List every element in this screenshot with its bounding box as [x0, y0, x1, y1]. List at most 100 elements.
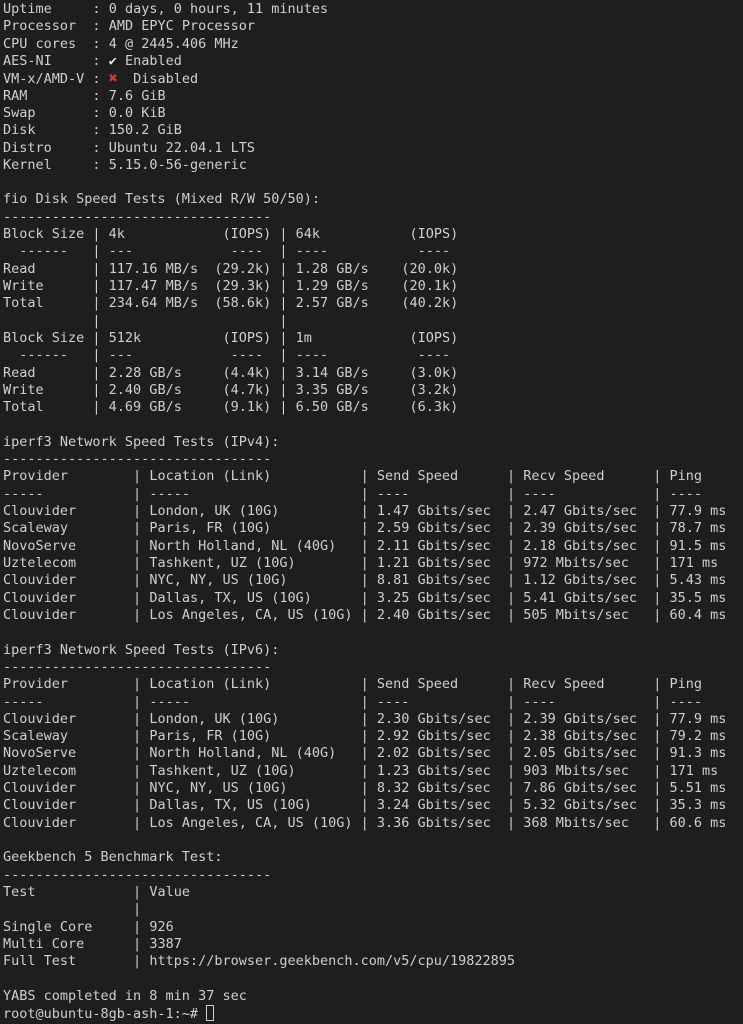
- cell: NYC, NY, US (10G): [149, 572, 288, 589]
- cell: Clouvider: [3, 814, 77, 831]
- iops-value: (40.2k): [401, 295, 459, 312]
- cell: 5.32 Gbits/sec: [523, 797, 638, 814]
- cell: Los Angeles, CA, US (10G): [149, 606, 353, 623]
- cell: Dallas, TX, US (10G): [149, 589, 312, 606]
- cell: 2.38 Gbits/sec: [523, 728, 638, 745]
- table-row: Full Test | https://browser.geekbench.co…: [3, 953, 516, 970]
- terminal-line: YABS completed in 8 min 37 sec: [3, 988, 743, 1005]
- iops-value: (6.3k): [409, 399, 459, 416]
- cell: 2.11 Gbits/sec: [376, 537, 491, 554]
- dash: ------: [3, 243, 69, 260]
- cell: 7.86 Gbits/sec: [523, 780, 637, 797]
- cell: Clouvider: [3, 589, 77, 606]
- table-row: Clouvider | Los Angeles, CA, US (10G) | …: [3, 814, 727, 831]
- speed-value: 2.40 GB/s: [108, 381, 182, 398]
- speed-value: 234.64 MB/s: [108, 295, 199, 312]
- dash-row: ------ | --- ---- | ---- ----: [3, 243, 451, 260]
- dash-row: |: [3, 901, 142, 918]
- cell: 35.3 ms: [669, 797, 727, 814]
- info-value: Ubuntu 22.04.1 LTS: [108, 139, 255, 156]
- iops-value: (20.0k): [401, 260, 459, 277]
- column-header: Location (Link): [149, 468, 272, 485]
- dash: ----: [230, 243, 264, 260]
- cell: 2.40 Gbits/sec: [376, 606, 491, 623]
- dash: ----: [417, 243, 451, 260]
- block-size: 4k: [108, 226, 125, 243]
- column-header: Ping: [669, 676, 703, 693]
- table-row: Clouvider | Dallas, TX, US (10G) | 3.25 …: [3, 589, 727, 606]
- row-label: Write: [3, 278, 44, 294]
- dash: ----: [295, 243, 329, 260]
- cell: 171 ms: [669, 762, 719, 779]
- cell: Scaleway: [3, 520, 69, 537]
- cell: 903 Mbits/sec: [523, 762, 629, 779]
- table-row: Clouvider | London, UK (10G) | 2.30 Gbit…: [3, 710, 727, 727]
- cell: 2.30 Gbits/sec: [376, 710, 491, 727]
- table-header: Provider | Location (Link) | Send Speed …: [3, 468, 703, 485]
- iops-value: (29.3k): [214, 278, 272, 294]
- dash-row: ----- | ----- | ---- | ---- | ----: [3, 693, 703, 710]
- terminal-line: ---------------------------------: [3, 867, 743, 884]
- cell: 78.7 ms: [669, 520, 727, 537]
- cell: 77.9 ms: [669, 710, 727, 727]
- speed-value: 3.14 GB/s: [295, 364, 369, 381]
- cell: 60.4 ms: [669, 606, 727, 623]
- column-header: (IOPS): [409, 226, 459, 243]
- speed-value: 4.69 GB/s: [108, 399, 182, 416]
- dash: ----: [669, 485, 703, 502]
- dash: ---: [108, 243, 134, 260]
- dash: -----: [3, 693, 44, 710]
- section-title: iperf3 Network Speed Tests (IPv4):: [3, 433, 280, 450]
- cell: 5.43 ms: [669, 572, 727, 589]
- column-header: Test: [3, 883, 36, 900]
- column-header: Block Size: [3, 329, 85, 346]
- shell-prompt: root@ubuntu-8gb-ash-1:~#: [3, 1006, 199, 1023]
- cell: 2.39 Gbits/sec: [523, 710, 638, 727]
- terminal-line: fio Disk Speed Tests (Mixed R/W 50/50):: [3, 191, 743, 208]
- column-header: (IOPS): [222, 226, 272, 243]
- cell: 5.51 ms: [669, 780, 727, 797]
- info-value: 0 days, 0 hours, 11 minutes: [108, 1, 329, 17]
- column-header: Send Speed: [376, 468, 459, 485]
- cell: Scaleway: [3, 728, 69, 745]
- cell: 2.02 Gbits/sec: [376, 745, 491, 762]
- cell: Clouvider: [3, 572, 77, 589]
- info-label: Processor: [3, 18, 77, 35]
- cell: 79.2 ms: [669, 728, 727, 745]
- cell: 91.3 ms: [669, 745, 727, 762]
- cell: Clouvider: [3, 503, 77, 520]
- cell: Uztelecom: [3, 762, 77, 779]
- cell: 1.21 Gbits/sec: [376, 555, 491, 571]
- dash: ---: [108, 347, 134, 364]
- terminal-line: iperf3 Network Speed Tests (IPv6):: [3, 642, 743, 659]
- cell: 5.41 Gbits/sec: [523, 589, 638, 606]
- prompt-line[interactable]: root@ubuntu-8gb-ash-1:~#: [3, 1005, 743, 1022]
- iops-value: (29.2k): [214, 260, 272, 277]
- info-line: VM-x/AMD-V : ✖ Disabled: [3, 69, 199, 88]
- terminal-line: Geekbench 5 Benchmark Test:: [3, 849, 743, 866]
- cell: Paris, FR (10G): [149, 728, 272, 745]
- info-line: Uptime : 0 days, 0 hours, 11 minutes: [3, 1, 329, 17]
- divider: ---------------------------------: [3, 451, 272, 468]
- table-row: Uztelecom | Tashkent, UZ (10G) | 1.23 Gb…: [3, 762, 719, 779]
- dash: -----: [149, 485, 190, 502]
- iops-value: (3.0k): [409, 364, 459, 381]
- table-header: Test | Value: [3, 883, 190, 900]
- speed-value: 117.16 MB/s: [108, 260, 199, 277]
- score-value: 3387: [149, 935, 182, 952]
- cell: Tashkent, UZ (10G): [149, 555, 296, 571]
- table-row: Multi Core | 3387: [3, 935, 182, 952]
- info-line: CPU cores : 4 @ 2445.406 MHz: [3, 35, 239, 52]
- cell: 972 Mbits/sec: [523, 555, 629, 571]
- divider: ---------------------------------: [3, 658, 272, 675]
- terminal-line: ---------------------------------: [3, 659, 743, 676]
- cell: 2.05 Gbits/sec: [523, 745, 637, 762]
- info-line: Swap : 0.0 KiB: [3, 104, 166, 121]
- iops-value: (9.1k): [222, 399, 272, 416]
- table-row: Read | 117.16 MB/s (29.2k) | 1.28 GB/s (…: [3, 260, 459, 277]
- info-line: Distro : Ubuntu 22.04.1 LTS: [3, 139, 255, 156]
- geekbench-link[interactable]: https://browser.geekbench.com/v5/cpu/198…: [149, 953, 516, 970]
- column-header: Recv Speed: [523, 676, 605, 693]
- terminal-line: [3, 174, 743, 191]
